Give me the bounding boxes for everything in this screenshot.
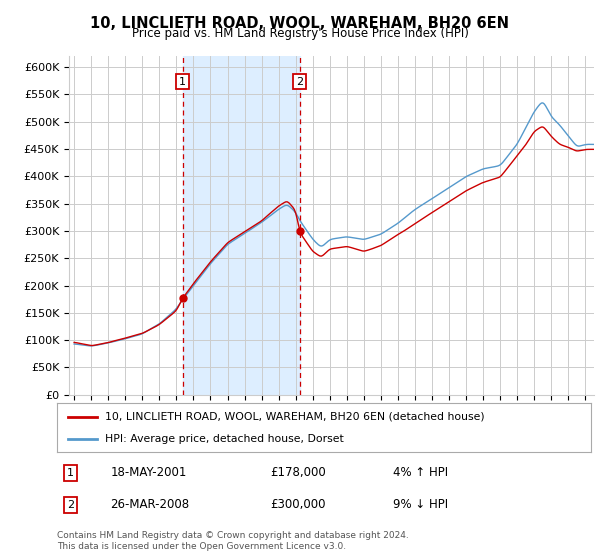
Text: Price paid vs. HM Land Registry's House Price Index (HPI): Price paid vs. HM Land Registry's House … [131, 27, 469, 40]
Text: 1: 1 [179, 77, 186, 87]
Text: 4% ↑ HPI: 4% ↑ HPI [394, 466, 449, 479]
Text: This data is licensed under the Open Government Licence v3.0.: This data is licensed under the Open Gov… [57, 542, 346, 550]
Text: 2: 2 [296, 77, 303, 87]
Text: 10, LINCLIETH ROAD, WOOL, WAREHAM, BH20 6EN: 10, LINCLIETH ROAD, WOOL, WAREHAM, BH20 … [91, 16, 509, 31]
Text: HPI: Average price, detached house, Dorset: HPI: Average price, detached house, Dors… [105, 434, 344, 444]
Text: 10, LINCLIETH ROAD, WOOL, WAREHAM, BH20 6EN (detached house): 10, LINCLIETH ROAD, WOOL, WAREHAM, BH20 … [105, 412, 485, 422]
Text: 1: 1 [67, 468, 74, 478]
Bar [183, 56, 299, 395]
Text: £300,000: £300,000 [271, 498, 326, 511]
Text: 18-MAY-2001: 18-MAY-2001 [110, 466, 187, 479]
Text: 2: 2 [67, 500, 74, 510]
Text: 26-MAR-2008: 26-MAR-2008 [110, 498, 190, 511]
Text: 9% ↓ HPI: 9% ↓ HPI [394, 498, 449, 511]
Text: £178,000: £178,000 [271, 466, 326, 479]
Text: Contains HM Land Registry data © Crown copyright and database right 2024.: Contains HM Land Registry data © Crown c… [57, 531, 409, 540]
